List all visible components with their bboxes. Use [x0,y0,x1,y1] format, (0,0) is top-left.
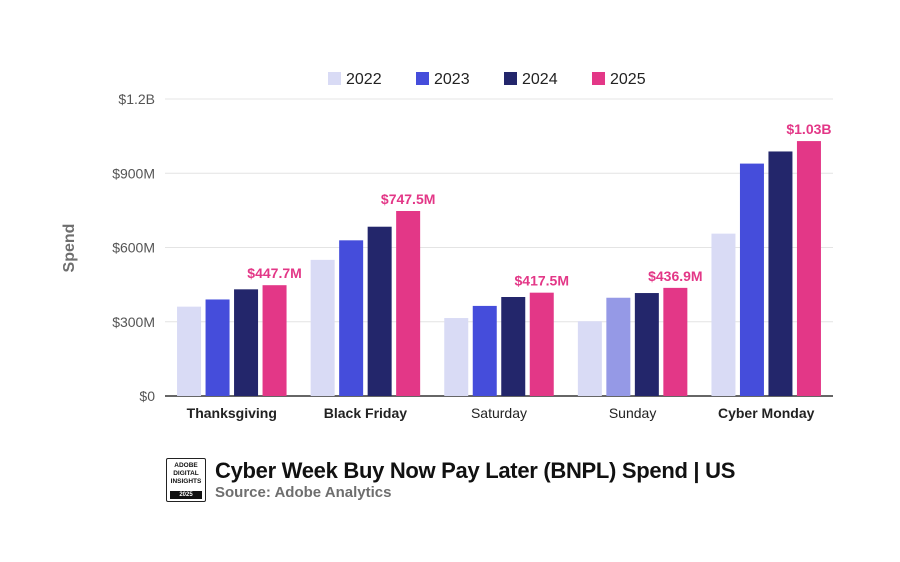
legend-label-2023: 2023 [434,71,470,88]
data-label: $1.03B [786,121,831,137]
bar-2023-sunday [606,297,631,396]
x-tick-label: Black Friday [324,405,407,421]
chart-source: Source: Adobe Analytics [215,484,392,501]
y-tick-label: $300M [112,314,155,330]
chart-footer: ADOBE DIGITAL INSIGHTS 2025 Cyber Week Buy… [166,458,735,502]
legend-swatch-2024 [504,72,517,85]
x-tick-label: Saturday [471,405,527,421]
bar-2025-thanksgiving [262,285,287,396]
x-tick-label: Thanksgiving [187,405,277,421]
data-label: $417.5M [515,273,569,289]
x-tick-label: Cyber Monday [718,405,815,421]
bar-2025-sunday [663,287,688,396]
bar-2024-saturday [501,297,526,396]
legend-swatch-2025 [592,72,605,85]
data-label: $436.9M [648,268,702,284]
bar-2023-cyber-monday [739,163,764,396]
data-label: $747.5M [381,191,435,207]
data-label: $447.7M [247,265,301,281]
bar-2025-black-friday [396,210,421,396]
legend-label-2022: 2022 [346,71,382,88]
bar-2022-thanksgiving [177,306,202,396]
adobe-digital-insights-logo: ADOBE DIGITAL INSIGHTS 2025 [166,458,206,502]
bar-chart: $0 $300M $600M $900M $1.2B $447.7M Thanksgivin… [61,71,833,421]
y-tick-label: $0 [139,388,155,404]
bar-2023-saturday [472,305,497,396]
legend-swatch-2022 [328,72,341,85]
bar-2022-sunday [577,321,602,396]
bar-2025-saturday [529,292,554,396]
legend-swatch-2023 [416,72,429,85]
x-tick-label: Sunday [609,405,656,421]
bar-2022-cyber-monday [711,233,736,396]
bar-2022-saturday [444,318,469,396]
chart-title: Cyber Week Buy Now Pay Later (BNPL) Spen… [215,458,736,483]
bar-2024-cyber-monday [768,151,793,396]
bar-2023-black-friday [339,240,364,396]
bar-2022-black-friday [310,259,335,396]
bar-2024-thanksgiving [234,289,259,396]
y-axis-label: Spend [61,224,78,273]
legend-label-2025: 2025 [610,71,646,88]
y-tick-label: $600M [112,240,155,256]
bar-2023-thanksgiving [205,299,230,396]
y-tick-label: $1.2B [118,91,155,107]
bar-2024-sunday [634,293,659,396]
bar-2024-black-friday [367,226,392,396]
legend-label-2024: 2024 [522,71,558,88]
bar-2025-cyber-monday [796,141,821,396]
y-tick-label: $900M [112,165,155,181]
